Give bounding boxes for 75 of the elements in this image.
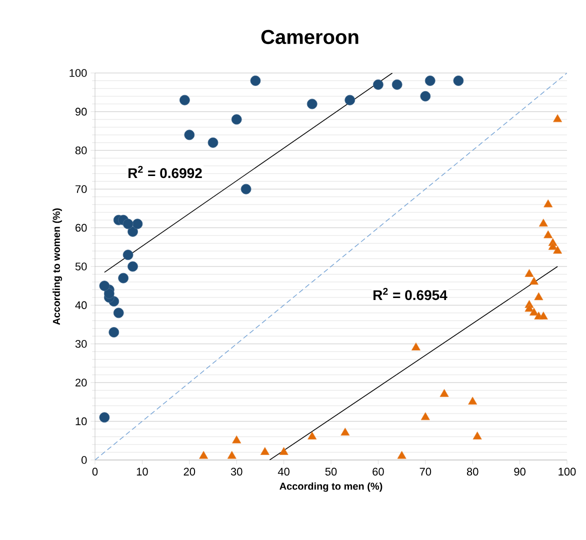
point — [184, 130, 195, 140]
point — [308, 432, 317, 440]
x-tick-label: 90 — [514, 468, 526, 476]
y-tick-label: 10 — [76, 417, 87, 426]
point — [122, 218, 134, 230]
point — [534, 292, 544, 300]
x-tick-label: 100 — [558, 468, 576, 476]
point — [99, 280, 110, 292]
point — [227, 450, 236, 459]
point — [373, 79, 384, 90]
point — [468, 396, 478, 405]
y-tick-label: 0 — [82, 456, 87, 464]
point — [397, 450, 406, 459]
point — [420, 91, 431, 102]
point — [104, 288, 114, 299]
point — [411, 342, 420, 350]
point — [524, 269, 534, 277]
point — [260, 447, 270, 455]
point — [122, 250, 134, 260]
point — [179, 94, 190, 106]
point — [529, 308, 538, 316]
y-tick-label: 60 — [76, 224, 87, 232]
point — [392, 79, 402, 90]
x-tick-label: 30 — [230, 468, 242, 476]
annotation: R$^{2}$ = 0.6954 — [374, 288, 448, 300]
y-tick-label: 80 — [75, 146, 87, 154]
y-tick-label: 20 — [76, 378, 87, 386]
x-tick-label: 0 — [92, 468, 98, 476]
x-tick-label: 50 — [325, 468, 337, 476]
point — [538, 218, 548, 227]
x-tick-label: 80 — [466, 468, 478, 476]
point — [99, 412, 110, 423]
y-axis-title: According to women (%) — [52, 208, 62, 325]
point — [453, 76, 464, 86]
point — [232, 435, 242, 444]
point — [548, 242, 558, 250]
x-tick-label: 10 — [136, 468, 148, 476]
x-tick-label: 20 — [184, 468, 196, 476]
point — [113, 308, 124, 318]
y-tick-label: 50 — [75, 262, 87, 270]
point — [250, 76, 261, 86]
point — [538, 312, 548, 320]
point — [208, 137, 218, 148]
x-tick-label: 40 — [278, 468, 290, 476]
point — [128, 261, 138, 272]
x-axis-title: According to men (%) — [280, 482, 382, 492]
point — [553, 246, 562, 254]
point — [553, 114, 562, 122]
annotation: R$^{2}$ = 0.6992 — [128, 166, 202, 178]
point — [524, 304, 534, 312]
y-tick-label: 100 — [70, 69, 87, 77]
y-tick-label: 40 — [75, 301, 87, 310]
point — [420, 412, 430, 420]
point — [529, 276, 538, 285]
point — [472, 432, 482, 440]
point — [440, 388, 449, 397]
chart-title: Cameroon — [261, 30, 358, 44]
point — [199, 450, 208, 459]
point — [118, 272, 129, 284]
y-tick-label: 30 — [75, 340, 87, 348]
x-tick-label: 70 — [420, 468, 432, 476]
point — [340, 428, 350, 436]
point — [108, 327, 120, 338]
point — [132, 218, 143, 230]
point — [279, 447, 288, 455]
point — [306, 98, 318, 110]
point — [240, 184, 252, 194]
x-tick-label: 60 — [372, 468, 384, 476]
y-tick-label: 90 — [75, 108, 87, 116]
point — [344, 94, 356, 106]
point — [231, 114, 242, 125]
point — [424, 76, 436, 86]
point — [544, 199, 553, 208]
point — [544, 230, 553, 238]
y-tick-label: 70 — [76, 185, 87, 193]
